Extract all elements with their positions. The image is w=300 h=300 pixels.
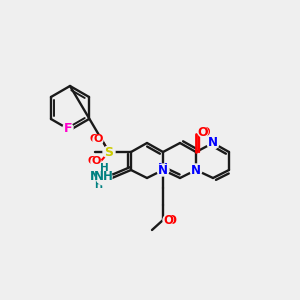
- Text: O: O: [163, 214, 173, 226]
- Text: H: H: [94, 180, 102, 190]
- Text: N: N: [191, 164, 201, 176]
- Text: F: F: [64, 122, 72, 134]
- Circle shape: [96, 169, 112, 185]
- Text: O: O: [166, 214, 176, 226]
- Circle shape: [93, 135, 103, 145]
- Text: N: N: [158, 164, 168, 176]
- Circle shape: [103, 146, 115, 158]
- Text: O: O: [90, 134, 99, 144]
- Circle shape: [157, 164, 169, 176]
- Text: O: O: [88, 156, 97, 166]
- Text: H: H: [100, 163, 108, 173]
- Text: N: N: [158, 163, 168, 176]
- Text: S: S: [104, 146, 113, 158]
- Text: O: O: [198, 125, 208, 139]
- Text: NH: NH: [94, 170, 114, 184]
- Circle shape: [91, 157, 101, 167]
- Text: S: S: [104, 146, 113, 158]
- Text: N: N: [208, 136, 218, 149]
- Text: O: O: [93, 134, 103, 144]
- Circle shape: [63, 123, 73, 133]
- Text: O: O: [91, 156, 101, 166]
- Text: N: N: [208, 136, 218, 149]
- Text: NH: NH: [90, 170, 110, 184]
- Circle shape: [190, 164, 202, 176]
- Circle shape: [207, 137, 219, 149]
- Text: N: N: [191, 164, 201, 176]
- Circle shape: [163, 215, 173, 225]
- Circle shape: [198, 127, 208, 137]
- Text: O: O: [199, 125, 210, 139]
- Text: F: F: [64, 122, 72, 134]
